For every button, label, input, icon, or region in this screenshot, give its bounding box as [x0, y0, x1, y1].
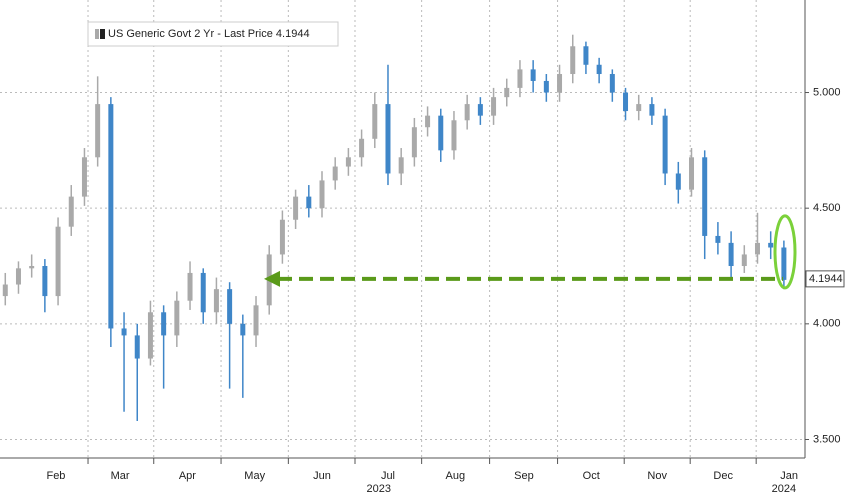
x-tick-label: Feb — [46, 470, 65, 482]
candle-body — [385, 104, 391, 174]
candle-body — [161, 312, 167, 336]
candle-body — [174, 300, 180, 336]
candle-body — [279, 219, 285, 255]
candle-body — [134, 335, 140, 359]
x-tick-label: Apr — [179, 470, 196, 482]
x-tick-label: May — [244, 470, 265, 482]
candle-body — [570, 46, 576, 75]
candle-body — [464, 104, 470, 121]
candle-body — [359, 138, 365, 158]
y-tick-label: 5.000 — [813, 86, 841, 98]
y-tick-label: 4.500 — [813, 202, 841, 214]
candle-body — [15, 268, 21, 285]
x-tick-label: Jan — [780, 470, 798, 482]
x-tick-label: Mar — [111, 470, 130, 482]
candle-body — [491, 97, 497, 116]
candle-body — [754, 242, 760, 255]
candle-body — [253, 305, 259, 336]
candle-body — [781, 247, 787, 280]
candle-body — [609, 74, 615, 93]
candle-body — [55, 226, 61, 297]
candle-body — [530, 69, 536, 81]
highlight-ellipse — [773, 214, 797, 290]
candle-body — [675, 173, 681, 190]
candle-body — [623, 92, 629, 112]
candle-body — [147, 312, 153, 359]
x-tick-label: Oct — [583, 470, 600, 482]
x-tick-label: Sep — [514, 470, 534, 482]
candle-body — [68, 196, 74, 227]
candle-body — [187, 272, 193, 301]
candle-body — [583, 46, 589, 65]
candle-body — [95, 104, 101, 158]
candle-body — [319, 180, 325, 209]
candle-body — [504, 87, 510, 98]
candle-body — [768, 242, 774, 248]
candle-body — [543, 80, 549, 93]
candle-body — [728, 242, 734, 267]
candle-body — [517, 69, 523, 88]
legend-icon — [95, 29, 99, 39]
candle-body — [689, 157, 695, 190]
candle-body — [596, 64, 602, 75]
candle-body — [662, 115, 668, 174]
candle-body — [213, 289, 219, 313]
candle-body — [411, 127, 417, 158]
year-label: 2023 — [367, 483, 391, 495]
candle-body — [438, 115, 444, 151]
arrow-head — [264, 270, 280, 287]
candle-body — [42, 266, 48, 297]
candle-body — [227, 289, 233, 324]
candle-body — [372, 104, 378, 139]
candle-body — [477, 104, 483, 116]
last-price-box — [805, 270, 845, 288]
candle-body — [425, 115, 431, 128]
candle-body — [29, 266, 35, 269]
y-tick-label: 4.000 — [813, 318, 841, 330]
candle-body — [240, 323, 246, 336]
candle-body — [81, 157, 87, 197]
candle-body — [293, 196, 299, 220]
y-tick-label: 3.500 — [813, 433, 841, 445]
x-tick-label: Jun — [313, 470, 331, 482]
year-label: 2024 — [772, 483, 796, 495]
candle-body — [121, 328, 127, 336]
candle-body — [715, 235, 721, 243]
candle-body — [398, 157, 404, 174]
candle-body — [108, 104, 114, 329]
x-tick-label: Aug — [445, 470, 465, 482]
candle-body — [345, 157, 351, 167]
legend-icon — [100, 29, 105, 39]
x-tick-label: Jul — [381, 470, 395, 482]
candle-body — [649, 104, 655, 116]
legend-box — [87, 21, 339, 47]
candle-body — [451, 120, 457, 151]
candle-body — [702, 157, 708, 236]
x-tick-label: Nov — [647, 470, 667, 482]
candle-body — [306, 196, 312, 209]
last-price-label: 4.1944 — [809, 273, 843, 285]
candle-body — [741, 254, 747, 267]
candle-body — [557, 74, 563, 93]
x-tick-label: Dec — [713, 470, 733, 482]
candle-body — [2, 284, 8, 297]
candle-body — [636, 104, 642, 112]
candle-body — [200, 272, 206, 313]
legend-label: US Generic Govt 2 Yr - Last Price 4.1944 — [108, 28, 310, 40]
candle-body — [332, 166, 338, 181]
